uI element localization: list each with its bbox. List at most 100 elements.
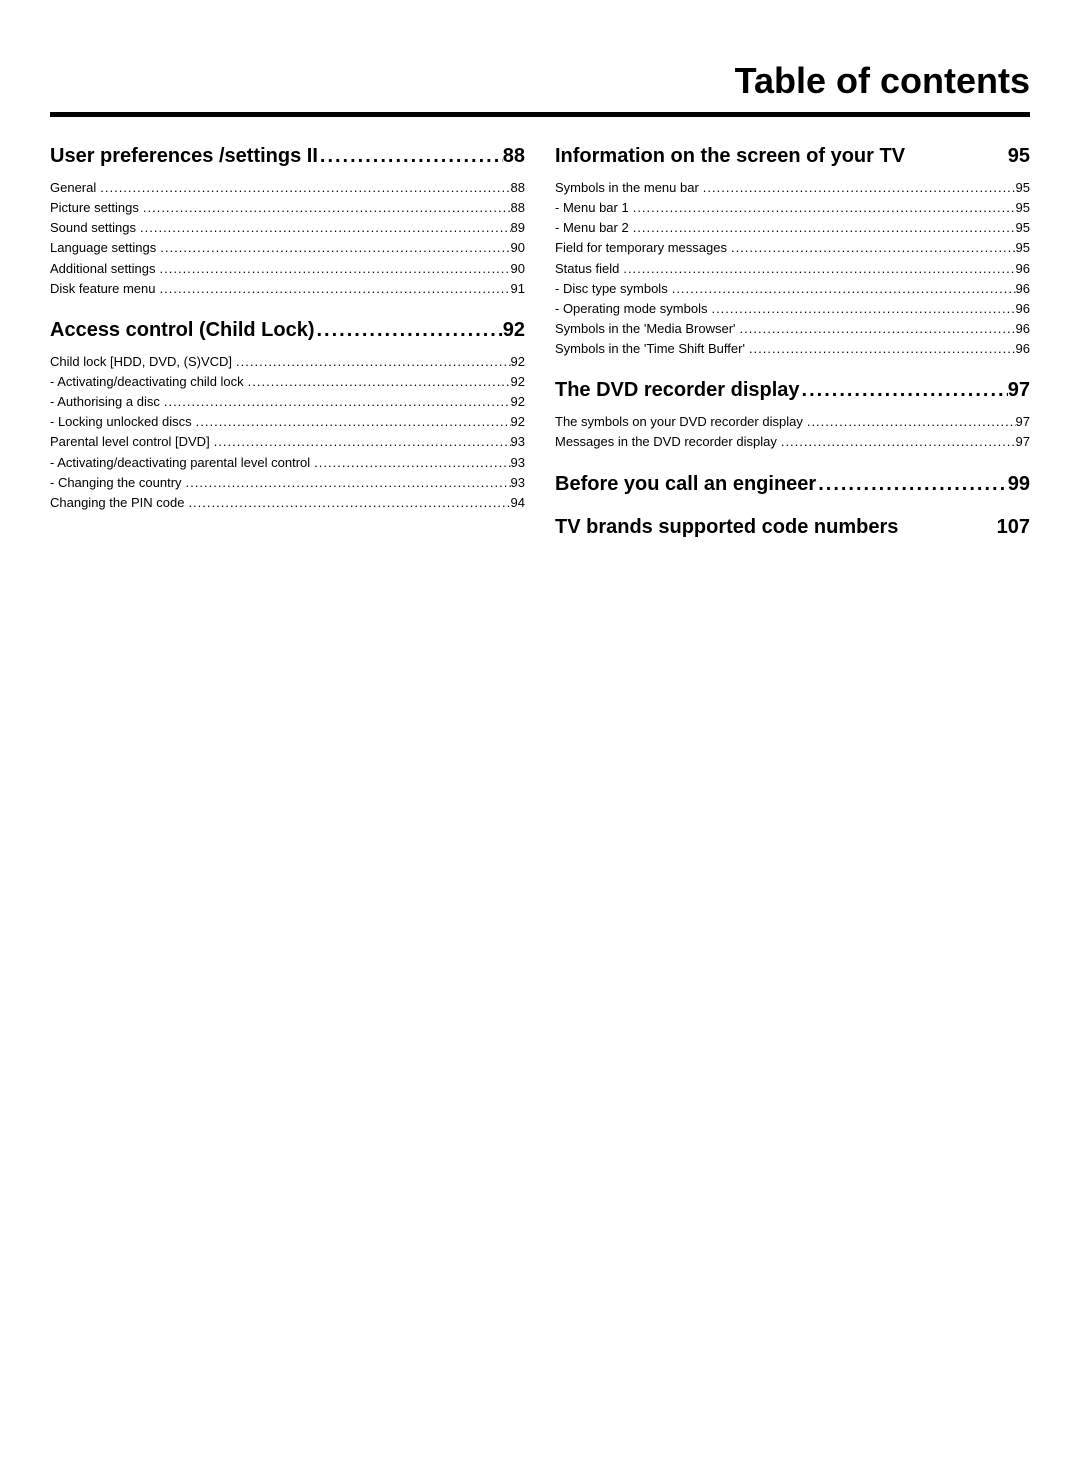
toc-entry-page: 90 — [511, 259, 525, 279]
toc-entry-page: 90 — [511, 238, 525, 258]
leader-dots — [182, 473, 511, 493]
leader-dots — [629, 198, 1016, 218]
toc-entry-page: 88 — [511, 198, 525, 218]
toc-entry: Picture settings88 — [50, 198, 525, 218]
toc-entry-page: 93 — [511, 453, 525, 473]
toc-section-title: The DVD recorder display — [555, 379, 800, 402]
toc-entry-label: Changing the PIN code — [50, 493, 184, 513]
leader-dots — [156, 279, 511, 299]
toc-entry-page: 95 — [1016, 178, 1030, 198]
toc-section-page: 99 — [1008, 473, 1030, 496]
toc-entry: Messages in the DVD recorder display97 — [555, 432, 1030, 452]
toc-entry-label: Additional settings — [50, 259, 156, 279]
toc-entry-label: The symbols on your DVD recorder display — [555, 412, 803, 432]
toc-section-title: TV brands supported code numbers — [555, 516, 898, 539]
toc-section: User preferences /settings II 88 General 88… — [50, 145, 525, 299]
toc-section-page: 107 — [997, 516, 1030, 539]
leader-dots — [156, 259, 511, 279]
toc-columns: User preferences /settings II 88 General 88… — [50, 145, 1030, 559]
leader-dots — [192, 412, 511, 432]
toc-entry-page: 91 — [511, 279, 525, 299]
leader-dots — [619, 259, 1015, 279]
toc-entry-page: 96 — [1016, 299, 1030, 319]
toc-entry-label: - Disc type symbols — [555, 279, 668, 299]
toc-section-page: 88 — [503, 145, 525, 168]
toc-section-header: User preferences /settings II 88 — [50, 145, 525, 168]
toc-entry: The symbols on your DVD recorder display… — [555, 412, 1030, 432]
leader-dots — [315, 319, 503, 342]
leader-dots — [318, 145, 503, 168]
toc-entry-page: 89 — [511, 218, 525, 238]
toc-section: Information on the screen of your TV 95 Sy… — [555, 145, 1030, 359]
leader-dots — [244, 372, 511, 392]
right-column: Information on the screen of your TV 95 Sy… — [555, 145, 1030, 559]
toc-entry-label: Child lock [HDD, DVD, (S)VCD] — [50, 352, 232, 372]
leader-dots — [745, 339, 1016, 359]
leader-dots — [668, 279, 1016, 299]
leader-dots — [210, 432, 511, 452]
toc-entry: Disk feature menu 91 — [50, 279, 525, 299]
toc-section: Before you call an engineer99 — [555, 473, 1030, 496]
leader-dots — [310, 453, 510, 473]
toc-entry-label: Status field — [555, 259, 619, 279]
toc-entry-label: - Menu bar 1 — [555, 198, 629, 218]
toc-entry-label: Parental level control [DVD] — [50, 432, 210, 452]
toc-section-header: Before you call an engineer99 — [555, 473, 1030, 496]
toc-entry: General 88 — [50, 178, 525, 198]
toc-entry: Status field96 — [555, 259, 1030, 279]
toc-entry: - Changing the country93 — [50, 473, 525, 493]
toc-section-header: TV brands supported code numbers 107 — [555, 516, 1030, 539]
toc-entry: - Disc type symbols96 — [555, 279, 1030, 299]
toc-entry-page: 94 — [511, 493, 525, 513]
toc-section-title: Information on the screen of your TV — [555, 145, 905, 168]
toc-entry-page: 92 — [511, 352, 525, 372]
toc-entry: - Menu bar 2 95 — [555, 218, 1030, 238]
page-title: Table of contents — [50, 60, 1030, 117]
toc-section-header: Information on the screen of your TV 95 — [555, 145, 1030, 168]
toc-section: The DVD recorder display97The symbols on… — [555, 379, 1030, 452]
toc-section-header: Access control (Child Lock)92 — [50, 319, 525, 342]
toc-section-page: 97 — [1008, 379, 1030, 402]
leader-dots — [156, 238, 510, 258]
leader-dots — [139, 198, 511, 218]
toc-section: Access control (Child Lock)92Child lock … — [50, 319, 525, 513]
toc-entry: Symbols in the 'Time Shift Buffer'96 — [555, 339, 1030, 359]
toc-entry: Parental level control [DVD]93 — [50, 432, 525, 452]
toc-entry-label: - Activating/deactivating parental level… — [50, 453, 310, 473]
toc-section-title: Access control (Child Lock) — [50, 319, 315, 342]
toc-entry-label: - Activating/deactivating child lock — [50, 372, 244, 392]
toc-entry: Symbols in the 'Media Browser'96 — [555, 319, 1030, 339]
leader-dots — [184, 493, 510, 513]
left-column: User preferences /settings II 88 General 88… — [50, 145, 525, 559]
toc-entry-label: Disk feature menu — [50, 279, 156, 299]
toc-section-header: The DVD recorder display 97 — [555, 379, 1030, 402]
toc-entry: Sound settings 89 — [50, 218, 525, 238]
toc-entry-label: Sound settings — [50, 218, 136, 238]
toc-entry: - Menu bar 1 95 — [555, 198, 1030, 218]
toc-entry-page: 92 — [511, 412, 525, 432]
toc-entry-label: - Locking unlocked discs — [50, 412, 192, 432]
toc-section-title: User preferences /settings II — [50, 145, 318, 168]
toc-entry-page: 95 — [1016, 218, 1030, 238]
toc-entry: - Locking unlocked discs 92 — [50, 412, 525, 432]
toc-section-page: 95 — [1008, 145, 1030, 168]
toc-entry-label: General — [50, 178, 96, 198]
toc-entry-page: 96 — [1016, 339, 1030, 359]
leader-dots — [699, 178, 1016, 198]
toc-entry-label: Language settings — [50, 238, 156, 258]
leader-dots — [136, 218, 511, 238]
toc-entry-label: Symbols in the menu bar — [555, 178, 699, 198]
toc-entry-page: 95 — [1016, 238, 1030, 258]
toc-entry-page: 96 — [1016, 319, 1030, 339]
toc-entry-page: 95 — [1016, 198, 1030, 218]
toc-entry-label: - Menu bar 2 — [555, 218, 629, 238]
leader-dots — [629, 218, 1016, 238]
toc-entry-page: 88 — [511, 178, 525, 198]
toc-entry: - Activating/deactivating child lock92 — [50, 372, 525, 392]
toc-entry: Child lock [HDD, DVD, (S)VCD] 92 — [50, 352, 525, 372]
toc-section: TV brands supported code numbers 107 — [555, 516, 1030, 539]
leader-dots — [232, 352, 511, 372]
toc-entry-label: Messages in the DVD recorder display — [555, 432, 777, 452]
toc-entry: Language settings 90 — [50, 238, 525, 258]
toc-entry-page: 97 — [1016, 412, 1030, 432]
